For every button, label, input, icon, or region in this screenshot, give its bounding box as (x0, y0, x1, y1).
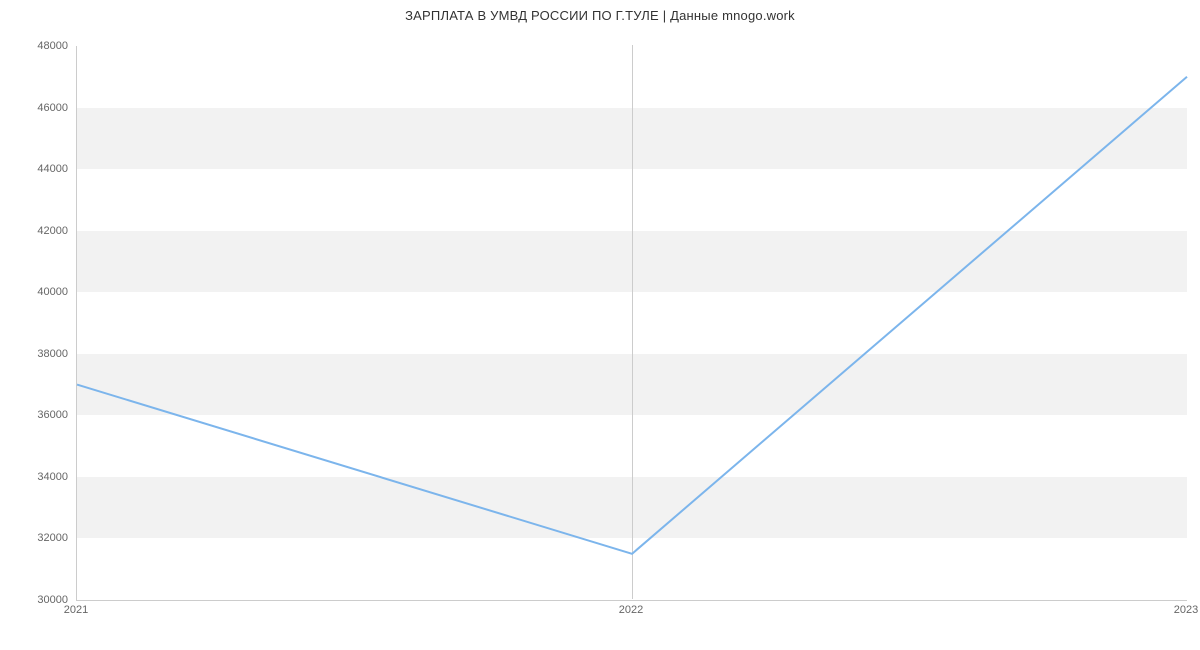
series-line (77, 77, 1187, 554)
y-tick-label: 38000 (8, 348, 68, 360)
x-tick-label: 2022 (619, 604, 643, 616)
y-tick-label: 40000 (8, 286, 68, 298)
y-tick-label: 36000 (8, 409, 68, 421)
x-tick-label: 2021 (64, 604, 88, 616)
line-series (77, 46, 1187, 600)
y-tick-label: 48000 (8, 40, 68, 52)
y-tick-label: 34000 (8, 471, 68, 483)
y-tick-label: 32000 (8, 532, 68, 544)
y-tick-label: 30000 (8, 594, 68, 606)
chart-container: ЗАРПЛАТА В УМВД РОССИИ ПО Г.ТУЛЕ | Данны… (0, 0, 1200, 650)
y-tick-label: 42000 (8, 225, 68, 237)
x-tick-label: 2023 (1174, 604, 1198, 616)
chart-title: ЗАРПЛАТА В УМВД РОССИИ ПО Г.ТУЛЕ | Данны… (0, 8, 1200, 23)
y-tick-label: 44000 (8, 163, 68, 175)
y-tick-label: 46000 (8, 102, 68, 114)
plot-area (76, 46, 1187, 601)
